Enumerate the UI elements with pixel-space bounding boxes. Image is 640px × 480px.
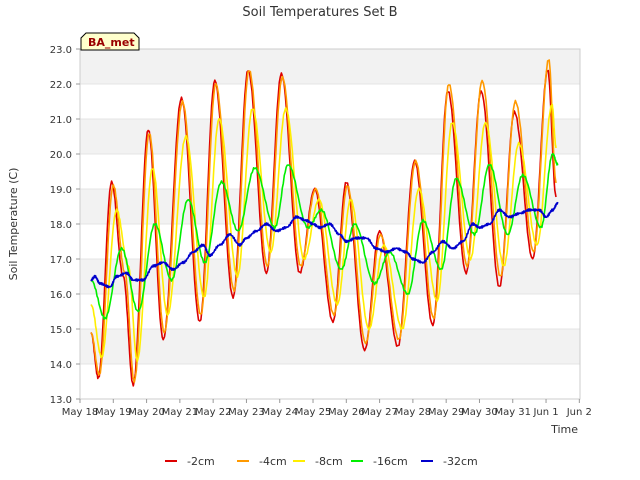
legend-label: -16cm xyxy=(373,455,408,468)
x-tick-label: May 29 xyxy=(428,407,465,418)
series-line-minus-16cm xyxy=(90,153,559,320)
grid-band xyxy=(80,119,580,154)
series-line-minus-4cm xyxy=(90,59,557,384)
x-tick-label: May 30 xyxy=(461,407,498,418)
legend-label: -32cm xyxy=(443,455,478,468)
series-line-minus-2cm xyxy=(90,69,557,387)
y-tick-label: 18.0 xyxy=(50,220,72,231)
y-tick-label: 17.0 xyxy=(50,255,72,266)
x-tick-label: May 25 xyxy=(295,407,332,418)
x-tick-label: Jun 2 xyxy=(566,407,592,418)
chart-title: Soil Temperatures Set B xyxy=(242,5,397,20)
x-tick-label: May 19 xyxy=(95,407,132,418)
annotation-label: BA_met xyxy=(88,36,135,49)
series-line-minus-32cm xyxy=(90,201,559,289)
annotation-box: BA_met xyxy=(80,32,140,51)
grid-band xyxy=(80,364,580,399)
x-tick-label: May 28 xyxy=(395,407,432,418)
x-tick-label: May 23 xyxy=(228,407,265,418)
series-lines xyxy=(90,59,559,387)
y-tick-label: 21.0 xyxy=(50,115,72,126)
y-tick-label: 14.0 xyxy=(50,360,72,371)
grid-band xyxy=(80,329,580,364)
legend: -2cm -4cm -8cm -16cm -32cm xyxy=(165,455,478,468)
x-axis-label: Time xyxy=(550,423,578,436)
x-tick-label: May 18 xyxy=(62,407,99,418)
x-tick-label: May 26 xyxy=(328,407,365,418)
grid-band xyxy=(80,49,580,84)
y-axis: 13.0 14.0 15.0 16.0 17.0 18.0 19.0 20.0 21.0 22.0… xyxy=(50,45,80,406)
x-tick-label: May 27 xyxy=(361,407,398,418)
x-tick-label: Jun 1 xyxy=(532,407,558,418)
series-line-minus-8cm xyxy=(90,103,557,363)
x-tick-label: May 22 xyxy=(195,407,232,418)
y-tick-label: 16.0 xyxy=(50,290,72,301)
y-tick-label: 23.0 xyxy=(50,45,72,56)
y-tick-label: 20.0 xyxy=(50,150,72,161)
legend-label: -4cm xyxy=(259,455,287,468)
y-tick-label: 15.0 xyxy=(50,325,72,336)
annotation-box-shape xyxy=(80,32,140,51)
x-tick-label: May 31 xyxy=(494,407,531,418)
y-axis-label: Soil Temperature (C) xyxy=(7,168,20,281)
y-tick-label: 22.0 xyxy=(50,80,72,91)
grid-band xyxy=(80,84,580,119)
y-tick-label: 19.0 xyxy=(50,185,72,196)
legend-label: -2cm xyxy=(187,455,215,468)
x-tick-label: May 20 xyxy=(128,407,165,418)
x-tick-label: May 21 xyxy=(162,407,199,418)
x-tick-label: May 24 xyxy=(261,407,298,418)
y-tick-label: 13.0 xyxy=(50,395,72,406)
legend-label: -8cm xyxy=(315,455,343,468)
